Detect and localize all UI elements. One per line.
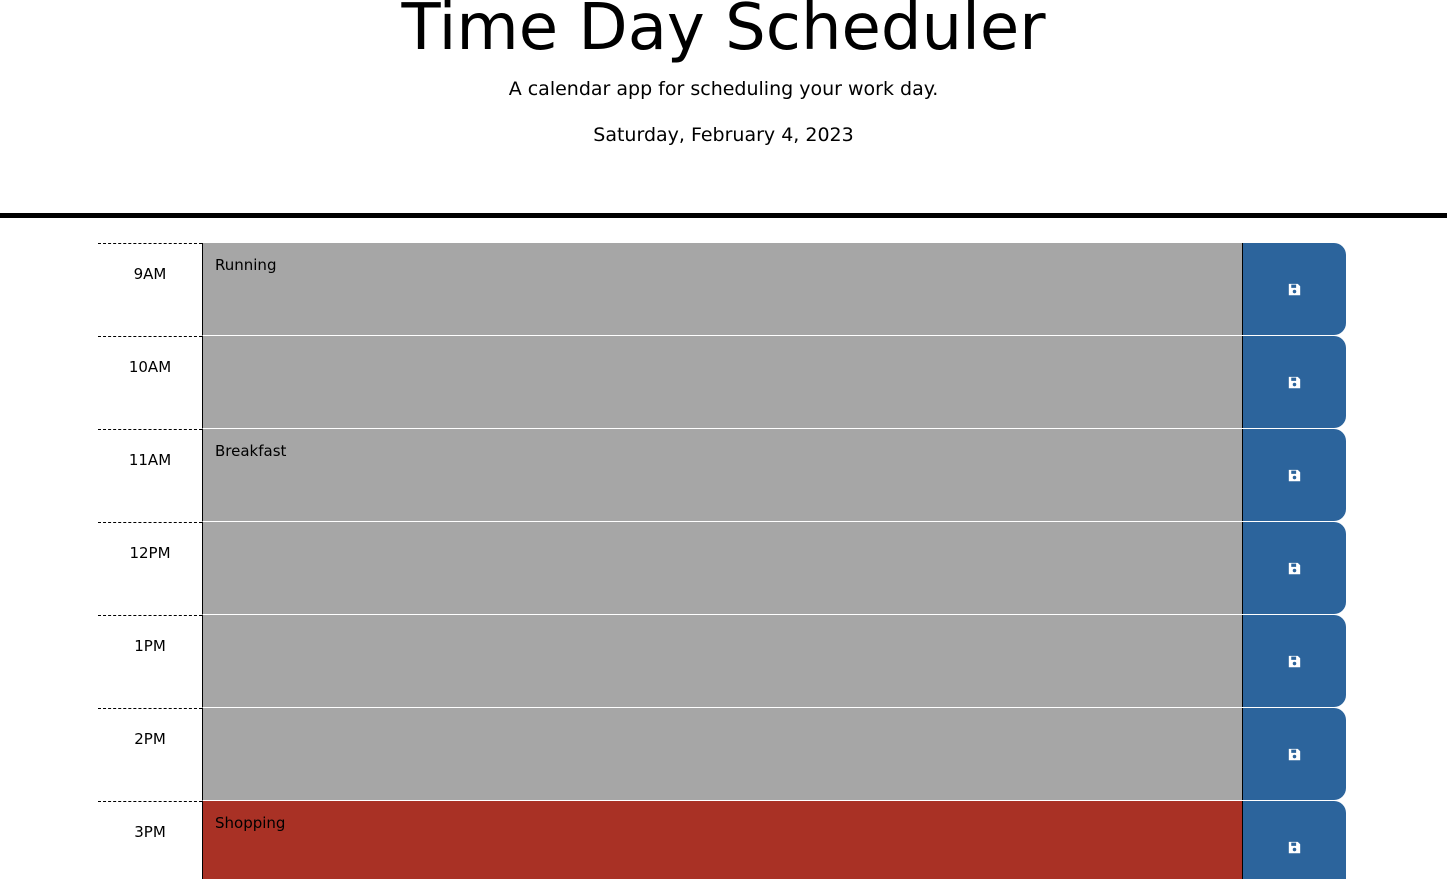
hour-label: 10AM [98,336,202,428]
app-title: Time Day Scheduler [401,0,1046,65]
hour-label: 1PM [98,615,202,707]
header: Time Day Scheduler A calendar app for sc… [0,0,1447,218]
save-button[interactable] [1242,708,1346,800]
hour-label: 9AM [98,243,202,335]
event-description-input[interactable]: Breakfast [202,429,1242,522]
time-block-row: 1PM [98,615,1346,708]
event-description-input[interactable] [202,336,1242,429]
save-button[interactable] [1242,615,1346,707]
event-description-input[interactable] [202,615,1242,708]
hour-label: 3PM [98,801,202,879]
save-button[interactable] [1242,429,1346,521]
time-block-row: 12PM [98,522,1346,615]
timeblock-list: 9AM Running 10AM 11AM Breakfast 12PM 1PM 2PM 3PM… [98,243,1346,879]
event-description-input[interactable] [202,708,1242,801]
floppy-disk-icon [1288,469,1301,481]
hour-label: 12PM [98,522,202,614]
floppy-disk-icon [1288,655,1301,667]
time-block-row: 3PM Shopping [98,801,1346,879]
event-description-input[interactable] [202,522,1242,615]
floppy-disk-icon [1288,283,1301,295]
hour-label: 11AM [98,429,202,521]
app-subtitle: A calendar app for scheduling your work … [508,78,939,100]
floppy-disk-icon [1288,748,1301,760]
time-block-row: 2PM [98,708,1346,801]
save-button[interactable] [1242,522,1346,614]
save-button[interactable] [1242,336,1346,428]
time-block-row: 9AM Running [98,243,1346,336]
hour-label: 2PM [98,708,202,800]
time-block-row: 10AM [98,336,1346,429]
floppy-disk-icon [1288,562,1301,574]
save-button[interactable] [1242,243,1346,335]
event-description-input[interactable]: Running [202,243,1242,336]
current-day: Saturday, February 4, 2023 [593,124,854,146]
save-button[interactable] [1242,801,1346,879]
time-block-row: 11AM Breakfast [98,429,1346,522]
floppy-disk-icon [1288,841,1301,853]
event-description-input[interactable]: Shopping [202,801,1242,879]
floppy-disk-icon [1288,376,1301,388]
